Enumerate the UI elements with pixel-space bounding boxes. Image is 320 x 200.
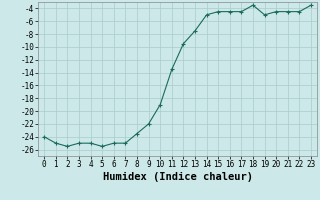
X-axis label: Humidex (Indice chaleur): Humidex (Indice chaleur) bbox=[103, 172, 252, 182]
